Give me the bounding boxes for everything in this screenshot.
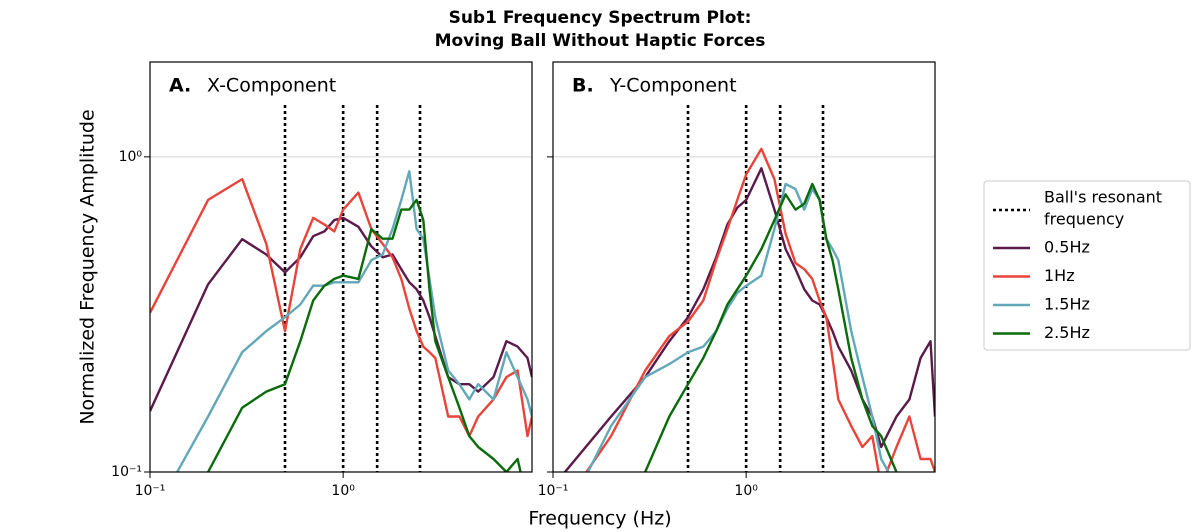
legend-label: 0.5Hz xyxy=(1044,238,1090,257)
panel-label: A. xyxy=(169,75,191,97)
series-line xyxy=(150,216,532,412)
legend-label: 1Hz xyxy=(1044,266,1075,285)
series-line xyxy=(586,182,890,472)
legend-label: 2.5Hz xyxy=(1044,323,1090,342)
y-tick-label: 10⁻¹ xyxy=(111,464,142,480)
legend-label: Ball's resonant xyxy=(1044,188,1162,207)
x-tick-label: 10⁰ xyxy=(331,483,355,499)
series-line xyxy=(206,198,522,472)
legend-label: 1.5Hz xyxy=(1044,295,1090,314)
x-tick-label: 10⁻¹ xyxy=(135,483,166,499)
axes-frame xyxy=(149,61,533,473)
panel-title: X-Component xyxy=(207,75,336,97)
series-line xyxy=(643,182,899,472)
series-line xyxy=(150,177,532,438)
y-tick-label: 10⁰ xyxy=(119,149,143,165)
panel-title: Y-Component xyxy=(609,75,737,97)
x-tick-label: 10⁻¹ xyxy=(538,483,569,499)
plot-area xyxy=(150,105,532,472)
legend-box xyxy=(983,180,1191,351)
series-line xyxy=(563,167,935,472)
x-tick-label: 10⁰ xyxy=(734,483,758,499)
title-line: Sub1 Frequency Spectrum Plot: xyxy=(449,8,752,28)
series-line xyxy=(585,147,935,472)
title-line: Moving Ball Without Haptic Forces xyxy=(435,31,766,51)
legend-label: frequency xyxy=(1044,210,1124,229)
axes-frame xyxy=(552,61,936,473)
series-line xyxy=(175,170,532,472)
x-axis-label: Frequency (Hz) xyxy=(528,508,671,530)
panel-label: B. xyxy=(572,75,594,97)
y-axis-label: Normalized Frequency Amplitude xyxy=(77,109,99,424)
plot-area xyxy=(553,105,935,472)
